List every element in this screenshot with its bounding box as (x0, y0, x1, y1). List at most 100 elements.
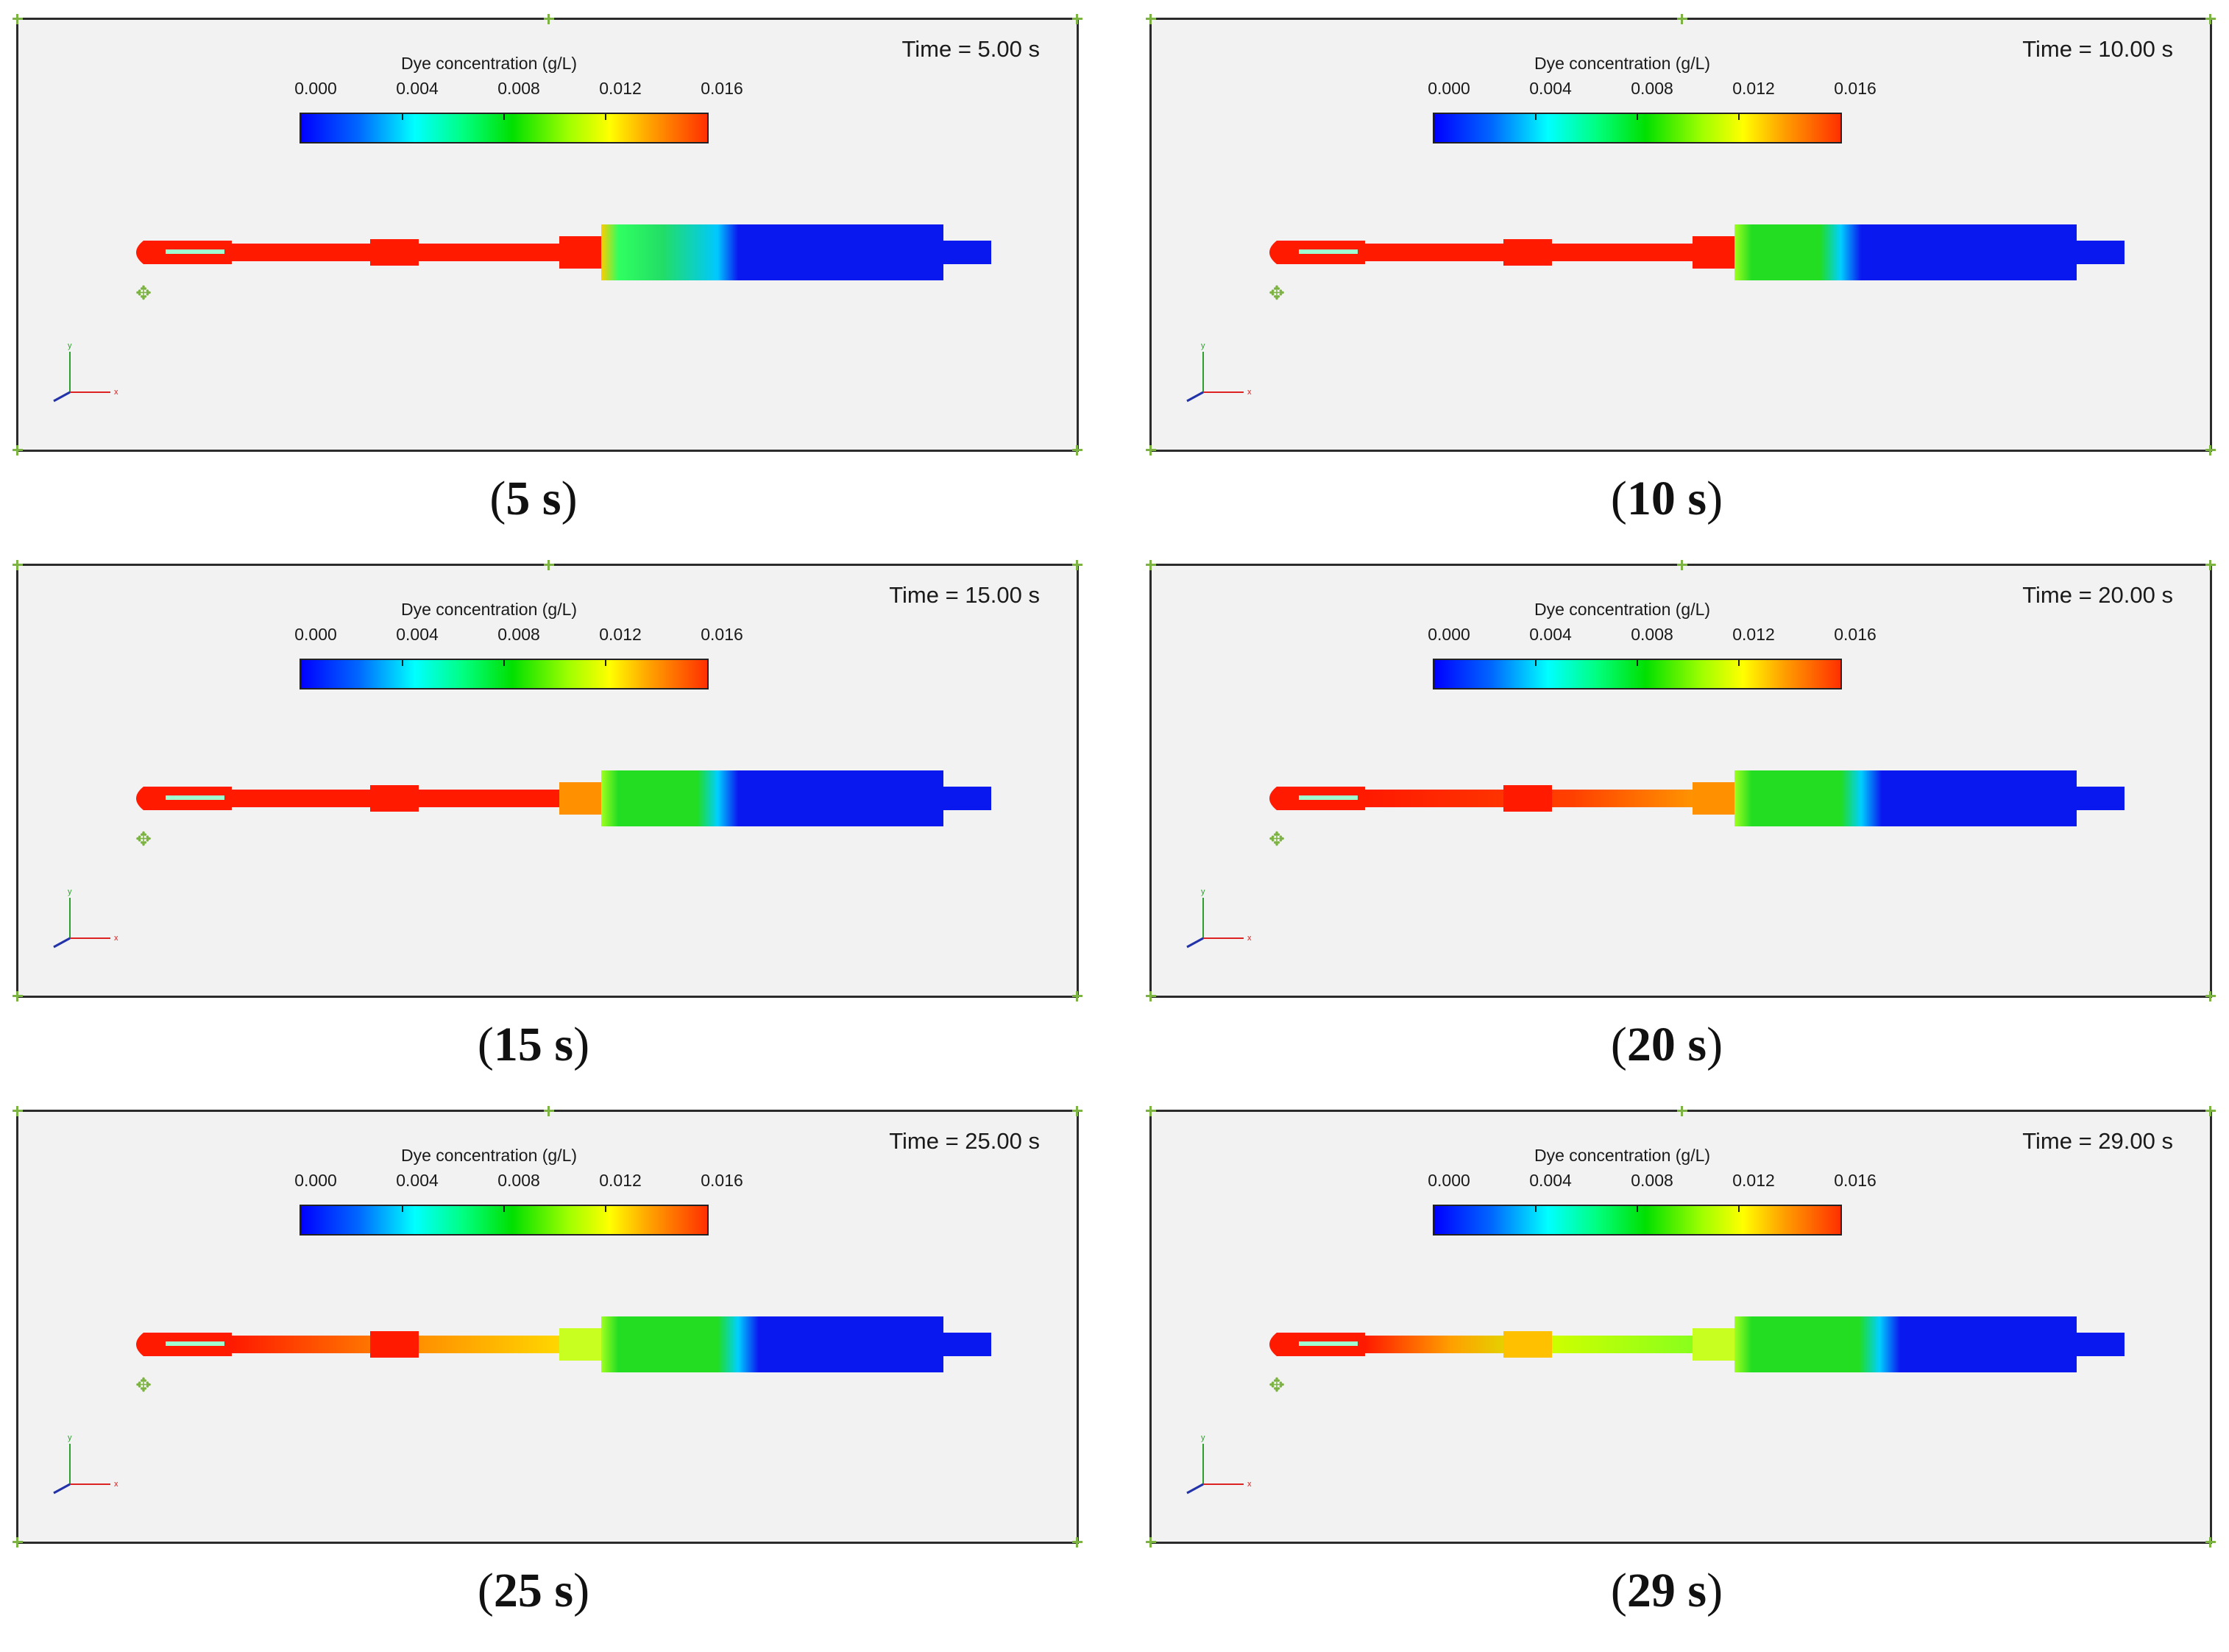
colorbar (1433, 659, 1842, 689)
flow-domain: ✥ y x (53, 1316, 991, 1495)
colorbar-title: Dye concentration (g/L) (1534, 54, 1711, 73)
nozzle-core (1299, 249, 1358, 254)
colorbar-tick (503, 1205, 505, 1212)
colorbar-ticks: 0.000 0.004 0.008 0.012 0.016 (283, 79, 743, 101)
y-axis-label: y (68, 887, 72, 896)
panel-caption: (10 s) (1610, 472, 1723, 525)
x-axis-label: x (1247, 934, 1252, 943)
colorbar-tick-label: 0.000 (294, 625, 337, 644)
colorbar-tick-label: 0.012 (1732, 1171, 1775, 1190)
colorbar (300, 113, 709, 143)
panel-caption: (29 s) (1610, 1564, 1723, 1617)
colorbar-title: Dye concentration (g/L) (1534, 1146, 1711, 1165)
z-axis-arrow (53, 1483, 71, 1495)
move-marker-icon: ✥ (1269, 282, 1285, 304)
pipe-coupling (1503, 239, 1552, 266)
colorbar-tick-label: 0.016 (701, 1171, 743, 1190)
colorbar-tick-label: 0.000 (1428, 79, 1470, 98)
outlet-pipe (2077, 787, 2125, 810)
flow-domain: ✥ y x (1186, 224, 2125, 403)
y-axis-label: y (1201, 887, 1205, 896)
colorbar-title: Dye concentration (g/L) (401, 600, 578, 619)
colorbar-tick (503, 659, 505, 666)
colorbar-tick-label: 0.004 (396, 625, 439, 644)
flow-domain: ✥ y x (53, 224, 991, 403)
pipe-coupling (370, 785, 419, 812)
colorbar-tick (1738, 1205, 1740, 1212)
simulation-frame: Time = 29.00 s Dye concentration (g/L) 0… (1146, 1106, 2216, 1548)
corner-marker-icon (1072, 991, 1082, 1002)
colorbar-tick-label: 0.000 (1428, 1171, 1470, 1190)
colorbar-tick (1637, 113, 1638, 120)
x-axis-label: x (114, 1480, 118, 1489)
colorbar-tick (1535, 1205, 1537, 1212)
panel-20s: Time = 20.00 s Dye concentration (g/L) 0… (1133, 546, 2216, 1091)
colorbar-ticks: 0.000 0.004 0.008 0.012 0.016 (1417, 1171, 1877, 1193)
corner-marker-icon (13, 1106, 23, 1116)
corner-marker-icon (2205, 560, 2216, 570)
colorbar-tick (503, 113, 505, 120)
flow-domain: ✥ y x (53, 770, 991, 949)
colorbar-tick-label: 0.000 (1428, 625, 1470, 644)
corner-marker-icon (2205, 14, 2216, 24)
colorbar-ticks: 0.000 0.004 0.008 0.012 0.016 (283, 1171, 743, 1193)
colorbar-tick-label: 0.004 (1529, 79, 1572, 98)
colorbar-tick-label: 0.016 (1834, 79, 1877, 98)
y-axis-label: y (1201, 341, 1205, 350)
corner-marker-icon (1072, 445, 1082, 455)
colorbar-tick (1738, 113, 1740, 120)
time-label: Time = 5.00 s (901, 36, 1040, 62)
colorbar-tick (402, 659, 403, 666)
panel-10s: Time = 10.00 s Dye concentration (g/L) 0… (1133, 0, 2216, 545)
corner-marker-icon (2205, 1537, 2216, 1548)
colorbar-tick-label: 0.016 (701, 79, 743, 98)
simulation-frame: Time = 15.00 s Dye concentration (g/L) 0… (13, 560, 1082, 1002)
colorbar-tick-label: 0.000 (294, 79, 337, 98)
panel-caption: (25 s) (477, 1564, 590, 1617)
corner-marker-icon (544, 1106, 554, 1116)
colorbar-tick (605, 1205, 606, 1212)
colorbar-tick (402, 113, 403, 120)
panel-caption: (5 s) (489, 472, 578, 525)
mixing-chamber (601, 224, 943, 280)
colorbar-tick-label: 0.016 (701, 625, 743, 644)
corner-marker-icon (544, 14, 554, 24)
colorbar-tick (1535, 113, 1537, 120)
move-marker-icon: ✥ (1269, 1374, 1285, 1396)
colorbar-tick-label: 0.000 (294, 1171, 337, 1190)
colorbar-tick-label: 0.008 (1631, 79, 1673, 98)
colorbar-tick-label: 0.008 (1631, 625, 1673, 644)
colorbar-tick-label: 0.004 (396, 1171, 439, 1190)
colorbar-tick-label: 0.004 (1529, 625, 1572, 644)
corner-marker-icon (1146, 1106, 1156, 1116)
z-axis-arrow (53, 391, 71, 403)
time-label: Time = 20.00 s (2022, 582, 2173, 608)
corner-marker-icon (1146, 14, 1156, 24)
x-axis-label: x (114, 388, 118, 397)
nozzle-core (1299, 1341, 1358, 1346)
colorbar-tick-label: 0.012 (599, 79, 642, 98)
colorbar-tick-label: 0.008 (497, 625, 540, 644)
colorbar-ticks: 0.000 0.004 0.008 0.012 0.016 (1417, 625, 1877, 647)
colorbar-tick-label: 0.004 (1529, 1171, 1572, 1190)
colorbar-tick-label: 0.008 (497, 79, 540, 98)
colorbar-tick (1535, 659, 1537, 666)
time-label: Time = 15.00 s (889, 582, 1040, 608)
move-marker-icon: ✥ (135, 828, 152, 850)
time-label: Time = 29.00 s (2022, 1128, 2173, 1154)
corner-marker-icon (1677, 560, 1687, 570)
nozzle-core (166, 249, 224, 254)
mixing-chamber (601, 1316, 943, 1372)
outlet-pipe (943, 1333, 991, 1356)
colorbar-ticks: 0.000 0.004 0.008 0.012 0.016 (1417, 79, 1877, 101)
flow-domain: ✥ y x (1186, 770, 2125, 949)
colorbar-tick (605, 659, 606, 666)
move-marker-icon: ✥ (135, 1374, 152, 1396)
colorbar-title: Dye concentration (g/L) (401, 1146, 578, 1165)
corner-marker-icon (2205, 991, 2216, 1002)
mixing-chamber (1734, 224, 2077, 280)
corner-marker-icon (1677, 1106, 1687, 1116)
corner-marker-icon (1146, 560, 1156, 570)
colorbar-tick (1637, 1205, 1638, 1212)
